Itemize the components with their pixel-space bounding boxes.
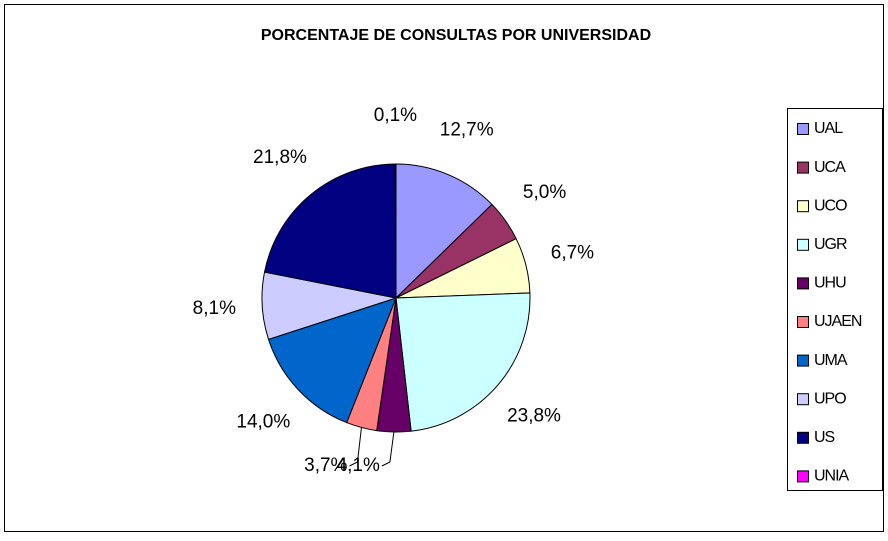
legend-label: US — [814, 429, 835, 446]
data-label: 3,7% — [304, 455, 347, 476]
legend-label: UNIA — [814, 468, 850, 485]
legend-swatch — [797, 316, 809, 328]
pie-slice — [395, 163, 493, 300]
legend-swatch — [797, 470, 809, 483]
legend-swatch — [797, 354, 809, 367]
legend-swatch — [797, 200, 809, 213]
legend-label: UJAEN — [814, 313, 862, 330]
data-label: 4,1% — [337, 455, 380, 476]
legend-swatch — [797, 161, 809, 174]
pie-slice — [394, 163, 397, 299]
legend-label: UMA — [814, 352, 848, 369]
legend-swatch — [797, 238, 809, 251]
legend-swatch — [797, 123, 809, 135]
data-label: 6,7% — [551, 242, 594, 263]
legend-label: UHU — [814, 275, 846, 292]
legend-label: UGR — [814, 236, 847, 253]
data-label: 12,7% — [440, 119, 494, 140]
legend-label: UAL — [814, 120, 843, 137]
chart-title: PORCENTAJE DE CONSULTAS POR UNIVERSIDAD — [261, 27, 651, 44]
legend-label: UCA — [814, 159, 846, 176]
legend-swatch — [797, 393, 809, 406]
data-label: 21,8% — [253, 147, 307, 168]
data-label: 8,1% — [193, 298, 236, 319]
legend-label: UPO — [814, 390, 846, 407]
leader-line — [349, 427, 362, 467]
data-label: 0,1% — [374, 105, 417, 126]
data-label: 23,8% — [507, 406, 561, 427]
leader-line — [381, 431, 395, 467]
legend-swatch — [797, 431, 809, 444]
pie-slice — [263, 163, 397, 299]
legend-swatch — [797, 277, 809, 290]
pie-slice — [395, 292, 531, 432]
data-label: 14,0% — [236, 412, 290, 433]
legend-label: UCO — [814, 197, 847, 214]
data-label: 5,0% — [523, 182, 566, 203]
